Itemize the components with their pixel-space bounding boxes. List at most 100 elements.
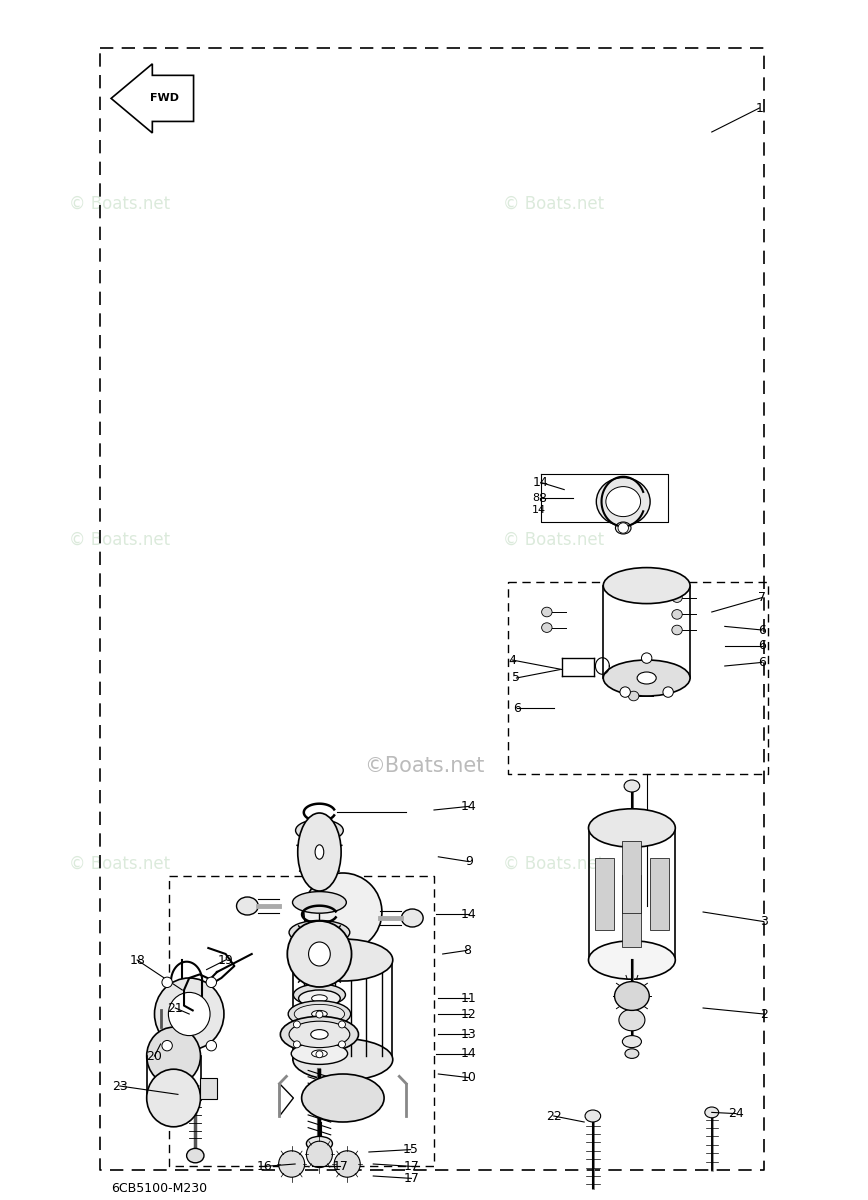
Text: 20: 20 bbox=[147, 1050, 162, 1062]
Bar bbox=[622, 875, 641, 947]
Text: 5: 5 bbox=[512, 672, 521, 684]
Bar bbox=[200, 1078, 217, 1099]
Ellipse shape bbox=[295, 820, 343, 841]
Ellipse shape bbox=[542, 607, 552, 617]
Ellipse shape bbox=[619, 1009, 645, 1031]
Ellipse shape bbox=[293, 1039, 393, 1080]
Text: 11: 11 bbox=[461, 992, 477, 1004]
Circle shape bbox=[316, 1012, 323, 1018]
Ellipse shape bbox=[302, 1074, 385, 1122]
Text: 2: 2 bbox=[760, 1008, 768, 1020]
Circle shape bbox=[641, 653, 652, 664]
Ellipse shape bbox=[606, 486, 641, 516]
Ellipse shape bbox=[672, 610, 682, 619]
Text: 13: 13 bbox=[461, 1028, 477, 1040]
Ellipse shape bbox=[288, 1001, 351, 1027]
Ellipse shape bbox=[289, 920, 350, 944]
Text: © Boats.net: © Boats.net bbox=[69, 194, 171, 214]
Text: 15: 15 bbox=[403, 1144, 418, 1156]
Text: © Boats.net: © Boats.net bbox=[503, 194, 605, 214]
Text: 6: 6 bbox=[758, 656, 766, 668]
Ellipse shape bbox=[302, 925, 337, 942]
Text: 21: 21 bbox=[168, 1002, 183, 1014]
Ellipse shape bbox=[585, 1110, 601, 1122]
Ellipse shape bbox=[589, 941, 675, 979]
Circle shape bbox=[306, 857, 319, 871]
Text: 17: 17 bbox=[404, 1172, 419, 1184]
Circle shape bbox=[339, 1040, 345, 1048]
Ellipse shape bbox=[289, 1021, 350, 1048]
Text: 14: 14 bbox=[461, 800, 477, 812]
Text: 8—: 8— bbox=[532, 493, 550, 503]
Circle shape bbox=[334, 1090, 352, 1106]
Text: 24: 24 bbox=[728, 1108, 744, 1120]
Ellipse shape bbox=[279, 1151, 305, 1177]
Ellipse shape bbox=[294, 1004, 345, 1024]
Text: 6CB5100-M230: 6CB5100-M230 bbox=[111, 1182, 207, 1194]
Ellipse shape bbox=[615, 522, 631, 534]
Ellipse shape bbox=[315, 845, 324, 859]
Ellipse shape bbox=[589, 809, 675, 847]
Polygon shape bbox=[111, 64, 194, 133]
Text: 10: 10 bbox=[461, 1072, 477, 1084]
Circle shape bbox=[293, 1021, 300, 1028]
Text: 8: 8 bbox=[463, 944, 471, 956]
Text: 14: 14 bbox=[532, 505, 546, 515]
Circle shape bbox=[618, 523, 628, 533]
Ellipse shape bbox=[705, 1108, 719, 1118]
Ellipse shape bbox=[299, 990, 340, 1007]
Ellipse shape bbox=[298, 814, 341, 890]
Text: 23: 23 bbox=[112, 1080, 128, 1092]
Circle shape bbox=[620, 686, 630, 697]
Ellipse shape bbox=[312, 995, 327, 1002]
Ellipse shape bbox=[625, 1049, 639, 1058]
Text: 12: 12 bbox=[461, 1008, 477, 1020]
Text: 14: 14 bbox=[461, 908, 477, 920]
Text: © Boats.net: © Boats.net bbox=[503, 854, 605, 872]
Circle shape bbox=[663, 686, 674, 697]
Circle shape bbox=[316, 1051, 323, 1057]
Text: 17: 17 bbox=[332, 1160, 348, 1172]
Text: © Boats.net: © Boats.net bbox=[503, 530, 605, 550]
Circle shape bbox=[206, 977, 216, 988]
Ellipse shape bbox=[302, 823, 337, 840]
Ellipse shape bbox=[672, 593, 682, 602]
Ellipse shape bbox=[312, 1010, 327, 1018]
Text: 3: 3 bbox=[760, 916, 768, 928]
Bar bbox=[622, 841, 641, 913]
Ellipse shape bbox=[293, 938, 393, 980]
Ellipse shape bbox=[306, 1141, 332, 1168]
Bar bbox=[595, 858, 614, 930]
Ellipse shape bbox=[637, 672, 656, 684]
Ellipse shape bbox=[624, 780, 640, 792]
Text: 6: 6 bbox=[513, 702, 522, 714]
Ellipse shape bbox=[187, 1148, 204, 1163]
Ellipse shape bbox=[312, 828, 327, 835]
Text: 8: 8 bbox=[538, 492, 547, 504]
Text: 18: 18 bbox=[129, 954, 145, 966]
Ellipse shape bbox=[401, 910, 424, 926]
Text: 16: 16 bbox=[257, 1160, 273, 1172]
Ellipse shape bbox=[293, 892, 346, 913]
Text: ©Boats.net: ©Boats.net bbox=[365, 756, 485, 775]
Ellipse shape bbox=[628, 691, 639, 701]
Ellipse shape bbox=[147, 1027, 201, 1085]
Ellipse shape bbox=[622, 1036, 641, 1048]
Ellipse shape bbox=[293, 984, 345, 1006]
Text: 22: 22 bbox=[546, 1110, 562, 1122]
Circle shape bbox=[339, 1021, 345, 1028]
Text: 19: 19 bbox=[218, 954, 233, 966]
Ellipse shape bbox=[311, 1030, 328, 1039]
Ellipse shape bbox=[147, 1069, 201, 1127]
Text: 1: 1 bbox=[755, 102, 764, 114]
Text: 9: 9 bbox=[464, 856, 473, 868]
Text: 14: 14 bbox=[533, 476, 549, 488]
Text: 17: 17 bbox=[404, 1160, 419, 1172]
Ellipse shape bbox=[168, 992, 210, 1036]
Text: 4: 4 bbox=[508, 654, 516, 666]
Ellipse shape bbox=[155, 978, 224, 1050]
Text: 14: 14 bbox=[461, 1048, 477, 1060]
Text: 6: 6 bbox=[758, 624, 766, 636]
Ellipse shape bbox=[236, 898, 258, 914]
Ellipse shape bbox=[301, 852, 323, 876]
